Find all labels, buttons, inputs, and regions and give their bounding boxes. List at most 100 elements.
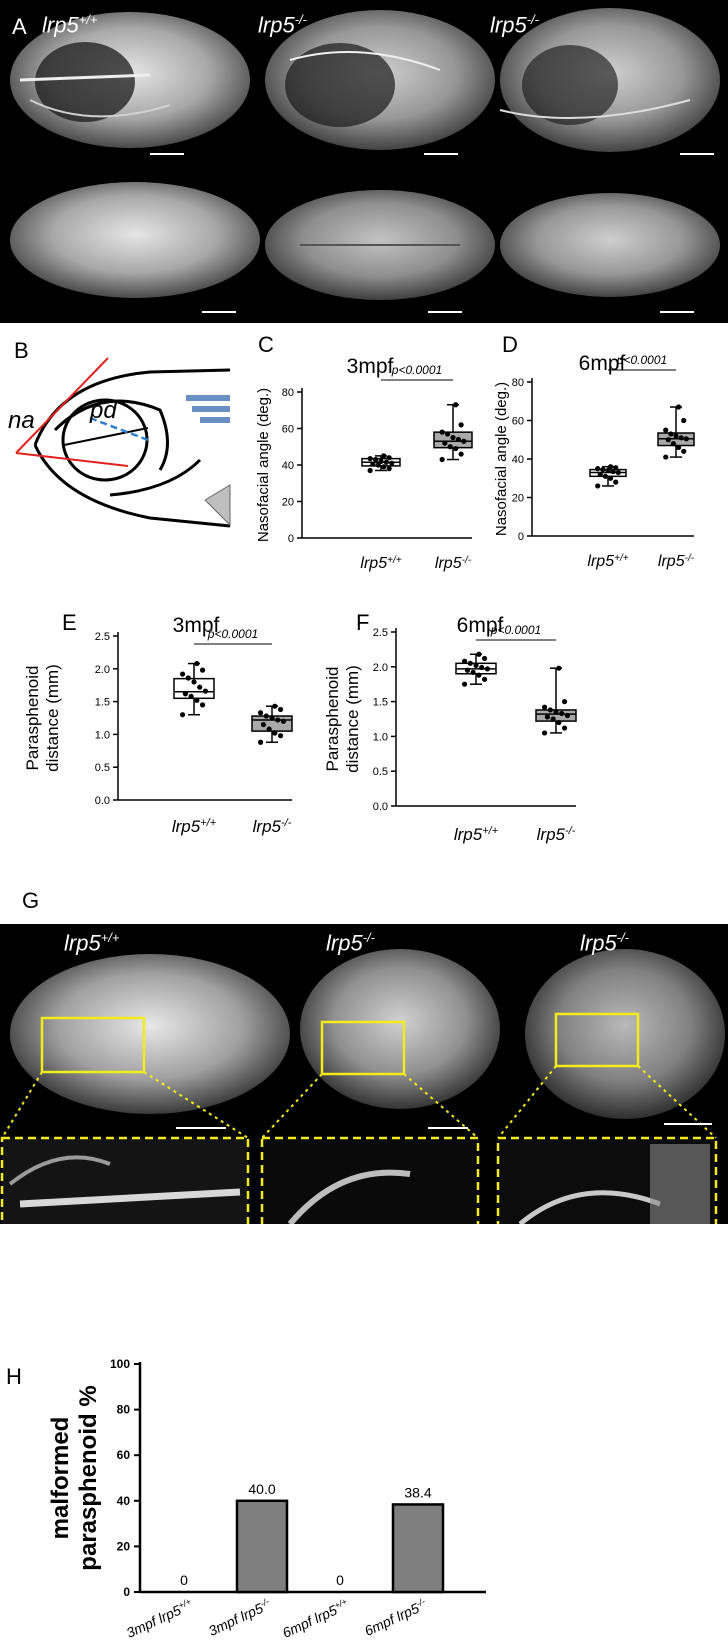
data-point bbox=[280, 718, 287, 724]
category-label-base: lrp5 bbox=[537, 825, 566, 844]
x-category-label: lrp5-/- bbox=[435, 555, 472, 573]
panel-g-scale-bars bbox=[176, 1123, 712, 1129]
data-point bbox=[476, 672, 482, 678]
data-point bbox=[275, 717, 281, 723]
y-tick-label: 0 bbox=[123, 1585, 130, 1599]
panel-letter: C bbox=[258, 332, 274, 357]
chart-title: 6mpf bbox=[579, 352, 626, 375]
panel-a-lateral-mut2 bbox=[499, 8, 720, 152]
data-point bbox=[541, 730, 548, 736]
data-point bbox=[272, 703, 278, 709]
panel-a-genotype-wt: lrp5+/+ bbox=[42, 12, 97, 38]
y-axis-label: parasphenoid % bbox=[75, 1385, 102, 1570]
data-point bbox=[670, 441, 677, 447]
data-point bbox=[378, 458, 384, 464]
panel-letter: H bbox=[6, 1364, 22, 1389]
data-point bbox=[673, 433, 679, 439]
data-point bbox=[194, 660, 200, 667]
panel-g-inset-mut2 bbox=[496, 1136, 718, 1224]
category-label-base: 6mpf lrp5 bbox=[362, 1600, 422, 1639]
data-point bbox=[663, 454, 669, 460]
bar bbox=[235, 1499, 289, 1594]
category-label-sup: -/- bbox=[415, 1596, 427, 1609]
genotype-base: lrp5 bbox=[490, 12, 527, 38]
data-point bbox=[447, 444, 453, 450]
y-tick-label: 80 bbox=[117, 1403, 131, 1417]
panel-b-letter: B bbox=[14, 338, 29, 363]
data-point bbox=[605, 467, 611, 474]
x-category-label: lrp5-/- bbox=[658, 553, 695, 571]
data-point bbox=[277, 733, 284, 739]
data-point bbox=[556, 719, 562, 726]
y-axis-label: distance (mm) bbox=[43, 664, 62, 772]
data-point bbox=[663, 427, 669, 433]
x-category-label: 6mpf lrp5-/- bbox=[362, 1596, 429, 1639]
y-axis-label: Nasofacial angle (deg.) bbox=[493, 382, 510, 536]
data-point bbox=[375, 462, 381, 468]
data-point bbox=[550, 716, 556, 722]
y-tick-label: 2.5 bbox=[95, 631, 110, 643]
data-point bbox=[439, 429, 445, 435]
data-point bbox=[442, 440, 448, 446]
data-point bbox=[668, 431, 674, 437]
panel-g-inset-wt bbox=[0, 1136, 250, 1224]
panel-b-na-label: na bbox=[8, 407, 35, 434]
panel-a-genotype-mut2: lrp5-/- bbox=[490, 12, 539, 38]
panel-g-inset-mut1 bbox=[260, 1136, 480, 1224]
data-point bbox=[544, 714, 551, 720]
genotype-base: lrp5 bbox=[326, 930, 363, 956]
category-label-sup: +/+ bbox=[333, 1596, 349, 1611]
x-category-label: 3mpf lrp5-/- bbox=[206, 1596, 273, 1639]
panel-a-dorsal-wt bbox=[10, 182, 260, 298]
data-point bbox=[191, 679, 197, 685]
panel-a-lateral-wt bbox=[10, 12, 250, 148]
y-tick-label: 20 bbox=[282, 497, 294, 509]
category-label-sup: -/- bbox=[685, 553, 695, 564]
x-category-label: lrp5+/+ bbox=[360, 555, 401, 573]
data-point bbox=[467, 660, 473, 666]
data-point bbox=[607, 464, 614, 470]
data-point bbox=[595, 483, 601, 489]
panel-b-fin bbox=[186, 395, 231, 527]
panel-b-parasphenoid-line bbox=[63, 427, 149, 446]
y-axis-label: distance (mm) bbox=[343, 665, 362, 773]
y-tick-label: 20 bbox=[512, 493, 524, 505]
genotype-base: lrp5 bbox=[258, 12, 295, 38]
data-point bbox=[439, 456, 445, 463]
x-category-label: lrp5-/- bbox=[537, 825, 576, 844]
genotype-base: lrp5 bbox=[64, 930, 101, 956]
category-label-sup: -/- bbox=[259, 1596, 271, 1609]
x-category-label: lrp5-/- bbox=[253, 817, 292, 836]
category-label-sup: -/- bbox=[281, 817, 292, 829]
data-point bbox=[266, 726, 272, 732]
y-tick-label: 0.5 bbox=[373, 766, 388, 778]
bar-value-label: 40.0 bbox=[248, 1481, 275, 1497]
data-point bbox=[681, 448, 687, 454]
data-point bbox=[464, 667, 471, 673]
data-point bbox=[389, 460, 395, 466]
category-label-base: lrp5 bbox=[454, 825, 483, 844]
data-point bbox=[386, 455, 392, 461]
data-point bbox=[613, 479, 619, 485]
category-label-sup: +/+ bbox=[200, 817, 216, 829]
y-tick-label: 60 bbox=[512, 416, 524, 428]
data-point bbox=[600, 466, 606, 473]
genotype-sup: -/- bbox=[526, 12, 539, 27]
y-tick-label: 0.0 bbox=[373, 801, 388, 813]
y-tick-label: 1.5 bbox=[373, 697, 388, 709]
panel-g-genotype-wt: lrp5+/+ bbox=[64, 930, 119, 956]
data-point bbox=[553, 709, 559, 715]
data-point bbox=[197, 684, 203, 690]
panel-g-zoom-lines bbox=[1, 1065, 717, 1139]
data-point bbox=[564, 712, 571, 719]
x-category-label: lrp5+/+ bbox=[587, 553, 628, 571]
data-point bbox=[272, 730, 278, 736]
y-tick-label: 40 bbox=[282, 460, 294, 472]
data-point bbox=[613, 465, 619, 471]
x-category-label: 3mpf lrp5+/+ bbox=[124, 1596, 195, 1641]
data-point bbox=[476, 651, 482, 657]
y-tick-label: 2.0 bbox=[95, 664, 110, 676]
y-tick-label: 60 bbox=[282, 424, 294, 436]
significance-label: p<0.0001 bbox=[391, 363, 442, 377]
